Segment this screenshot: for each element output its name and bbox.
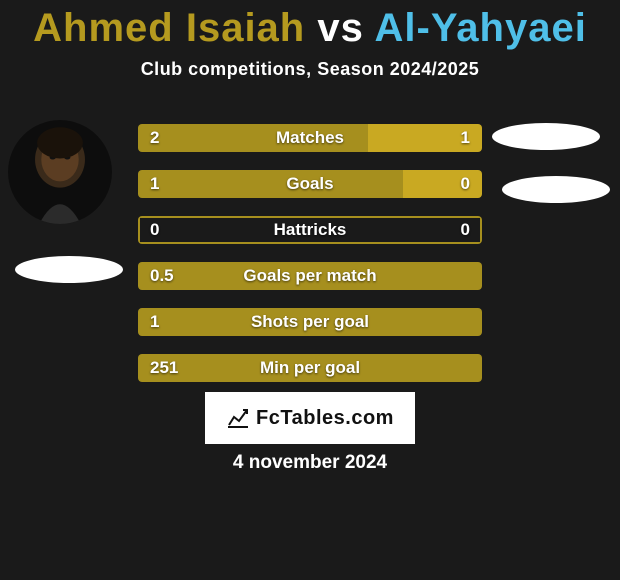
stat-metric-label: Min per goal [138,354,482,382]
page-title: Ahmed Isaiah vs Al-Yahyaei [0,0,620,51]
stat-metric-label: Hattricks [138,216,482,244]
stat-metric-label: Goals per match [138,262,482,290]
stat-row: 0.5Goals per match [138,262,482,290]
brand-badge: FcTables.com [205,392,415,444]
stat-value-right: 0 [461,170,470,198]
title-vs: vs [317,6,364,50]
club-badge-left [15,256,123,283]
stat-metric-label: Shots per goal [138,308,482,336]
avatar-right-placeholder [492,123,600,150]
subtitle: Club competitions, Season 2024/2025 [0,59,620,80]
person-icon [8,120,112,224]
stats-bars: 2Matches11Goals00Hattricks00.5Goals per … [138,124,482,400]
club-badge-right [502,176,610,203]
avatar-left [8,120,112,224]
stat-row: 2Matches1 [138,124,482,152]
stat-value-right: 1 [461,124,470,152]
chart-icon [226,407,250,429]
stat-row: 251Min per goal [138,354,482,382]
stat-value-right: 0 [461,216,470,244]
stat-row: 1Goals0 [138,170,482,198]
stat-row: 1Shots per goal [138,308,482,336]
stat-metric-label: Goals [138,170,482,198]
title-player-right: Al-Yahyaei [375,6,587,50]
brand-text: FcTables.com [256,407,394,430]
stat-row: 0Hattricks0 [138,216,482,244]
title-player-left: Ahmed Isaiah [33,6,305,50]
stat-metric-label: Matches [138,124,482,152]
date-label: 4 november 2024 [0,452,620,474]
comparison-card: Ahmed Isaiah vs Al-Yahyaei Club competit… [0,0,620,580]
